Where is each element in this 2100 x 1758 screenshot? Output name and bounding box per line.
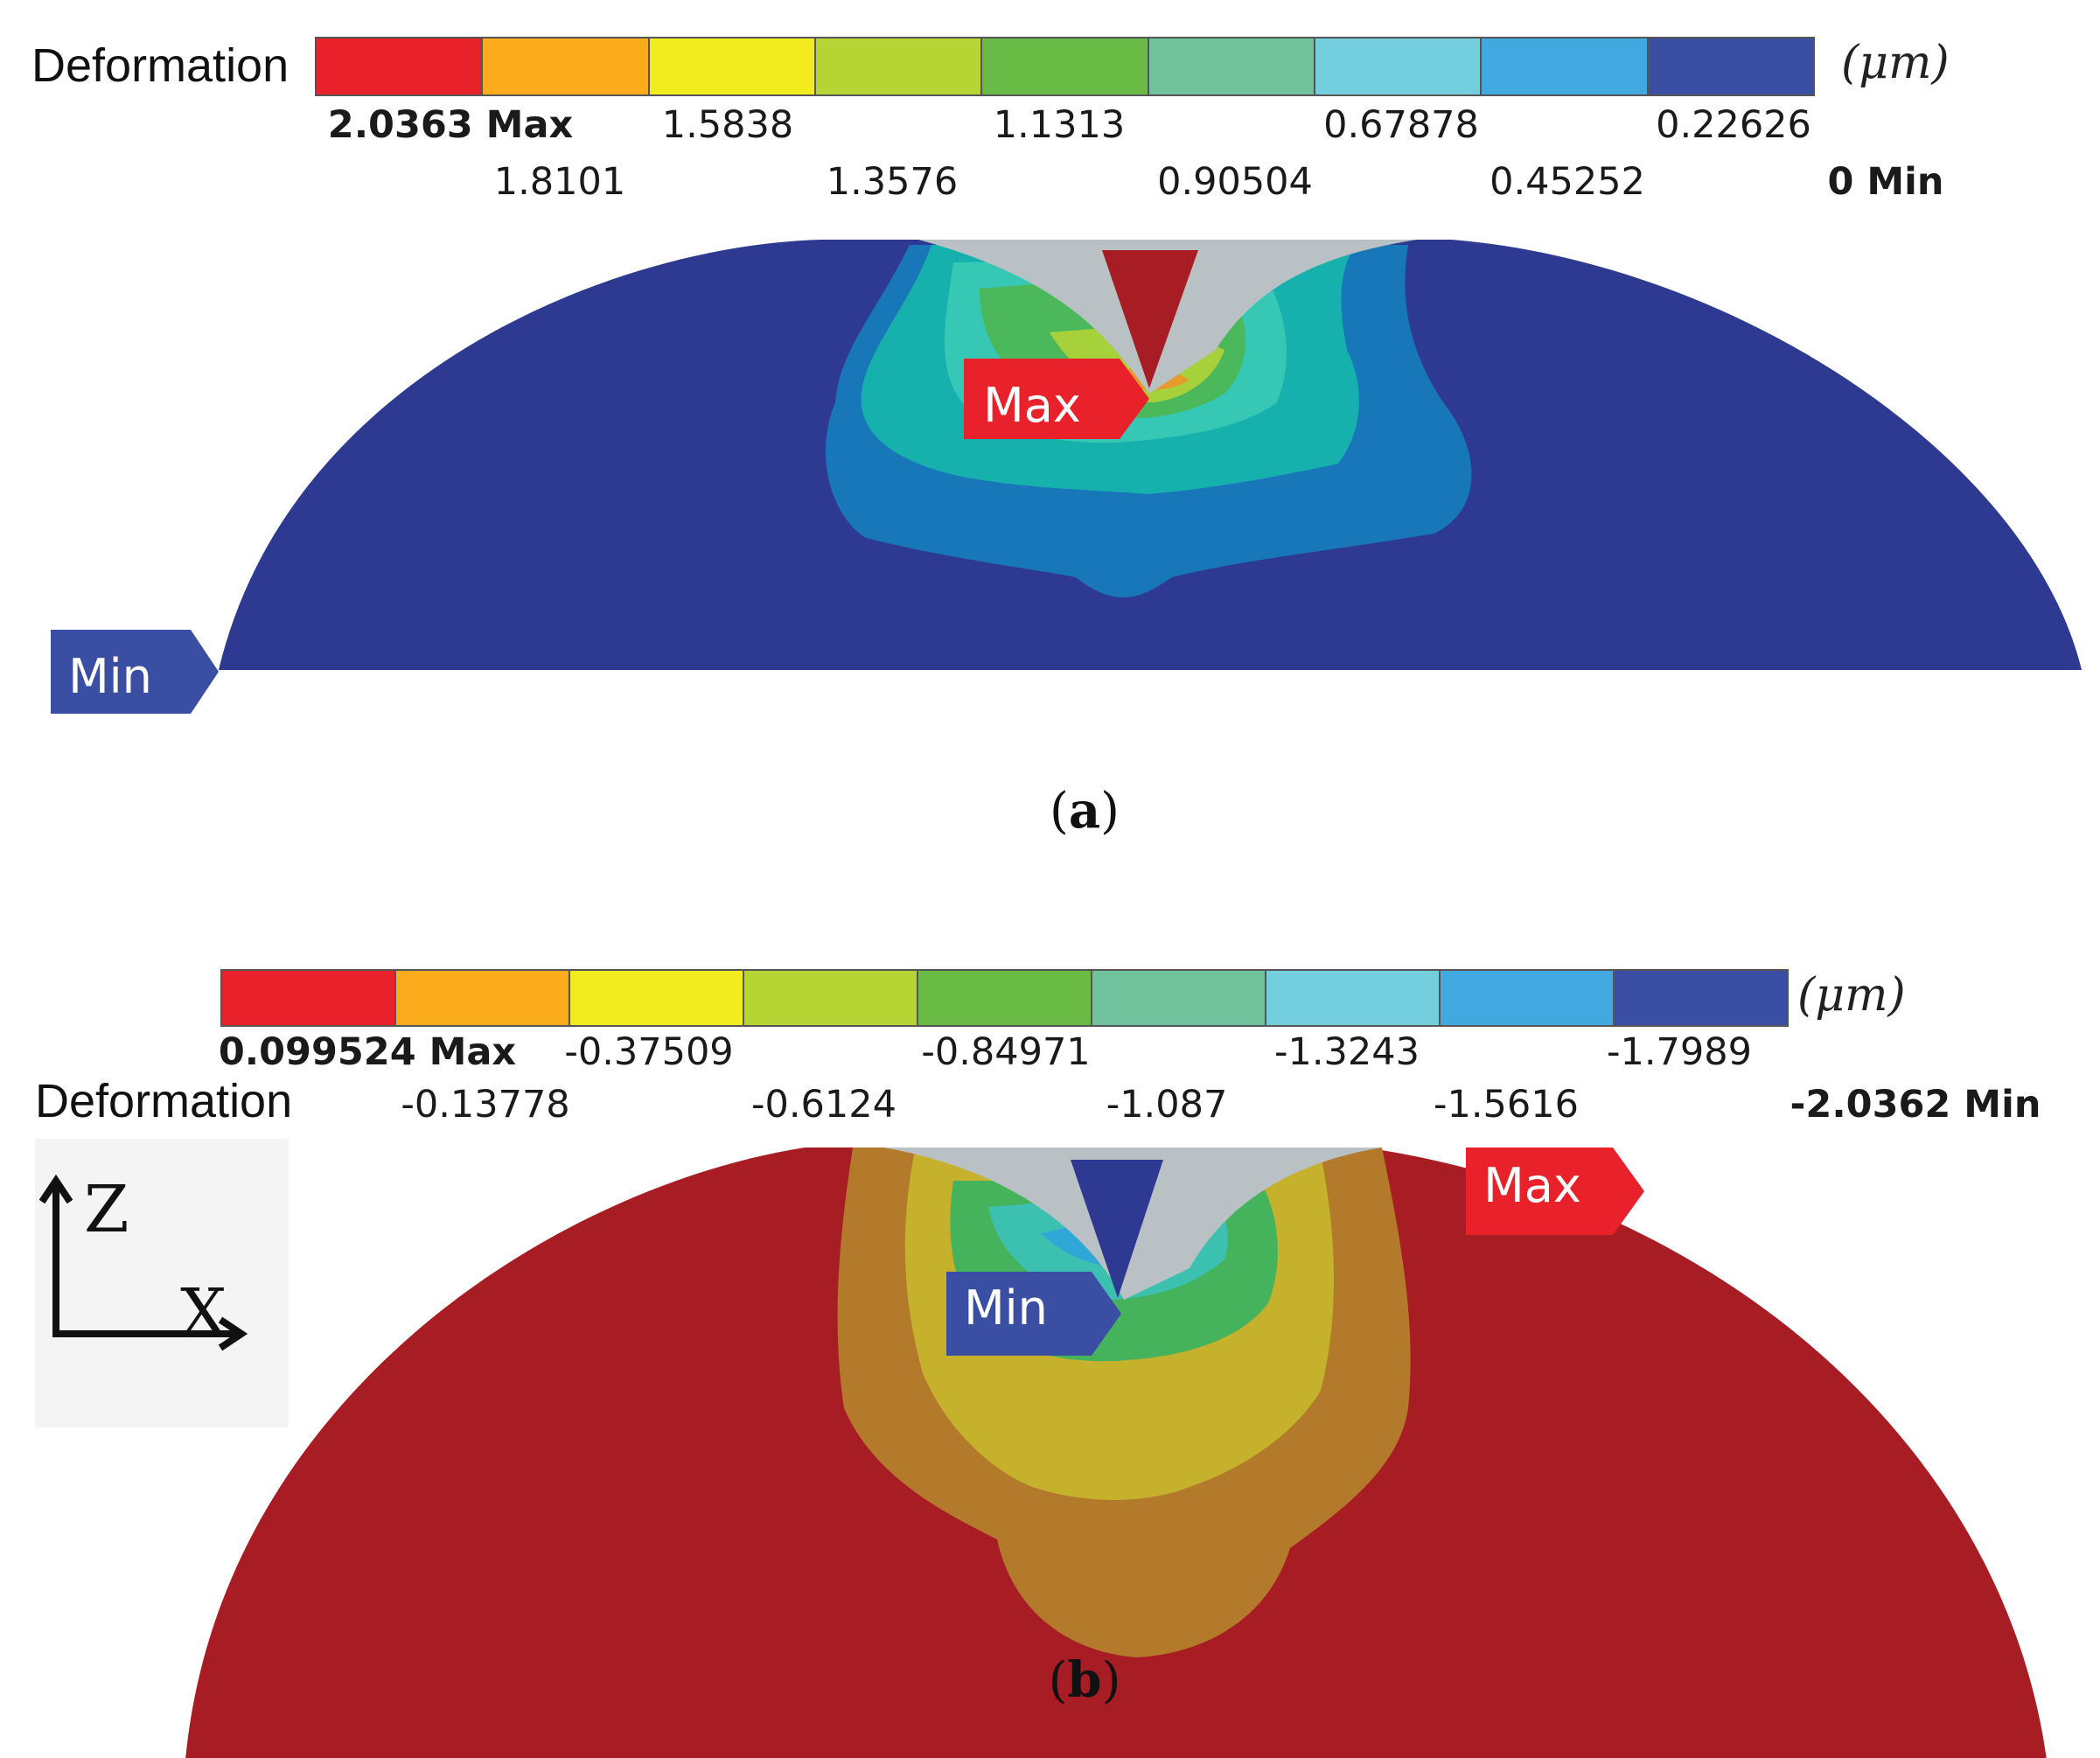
scale-swatch <box>570 971 744 1025</box>
min-tag-label: Min <box>68 649 152 704</box>
tick-label: 1.5838 <box>661 103 794 147</box>
panel-b: (μm) 0.099524 Max -0.37509 -0.84971 -1.3… <box>0 918 2100 1758</box>
tick-label: -1.5616 <box>1434 1083 1579 1127</box>
scale-swatch <box>1648 38 1813 94</box>
tag-min <box>51 630 219 714</box>
tick-label: -1.3243 <box>1274 1030 1420 1074</box>
scale-swatch <box>1148 38 1315 94</box>
unit-label: (μm) <box>1797 969 1906 1022</box>
panel-caption-b: (b) <box>1048 1651 1121 1709</box>
panel-a: Deformation (μm) 2.0363 Max 1.5838 1.131… <box>0 0 2100 875</box>
tick-label: 1.8101 <box>493 160 626 204</box>
color-scale-bar <box>315 37 1815 96</box>
scale-swatch <box>918 971 1092 1025</box>
legend-title: Deformation <box>35 1075 293 1127</box>
scale-swatch <box>815 38 983 94</box>
tick-label: 0.67878 <box>1323 103 1479 147</box>
scale-swatch <box>1482 38 1649 94</box>
tick-label: -0.84971 <box>921 1030 1091 1074</box>
tag-max <box>964 359 1149 439</box>
scale-swatch <box>1441 971 1615 1025</box>
tag-min <box>946 1272 1121 1356</box>
max-tag-label: Max <box>983 378 1081 433</box>
tick-label: 0.22626 <box>1656 103 1811 147</box>
indenter-tip <box>1102 250 1198 388</box>
x-axis-arrow <box>52 1316 248 1351</box>
tick-label: 1.3576 <box>826 160 959 204</box>
tick-label: -0.6124 <box>751 1083 897 1127</box>
tick-label: 0.099524 Max <box>218 1030 517 1074</box>
scale-swatch <box>1266 971 1441 1025</box>
tick-label: -0.37509 <box>564 1030 734 1074</box>
axis-backdrop <box>35 1139 289 1427</box>
tick-label: -1.7989 <box>1607 1030 1752 1074</box>
tick-label: 0.45252 <box>1490 160 1645 204</box>
scale-swatch <box>649 38 816 94</box>
scale-swatch <box>1315 38 1483 94</box>
scale-swatch <box>396 971 570 1025</box>
scale-swatch <box>744 971 918 1025</box>
tick-label: -0.13778 <box>401 1083 570 1127</box>
tick-label: 0 Min <box>1827 160 1944 204</box>
scale-swatch <box>1615 971 1787 1025</box>
scale-swatch <box>317 38 484 94</box>
deformation-field-a <box>51 240 2082 714</box>
indenter-tip <box>1071 1160 1163 1298</box>
x-axis-label: X <box>180 1275 227 1350</box>
scale-swatch <box>1092 971 1266 1025</box>
min-tag-label: Min <box>964 1280 1048 1336</box>
unit-label: (μm) <box>1841 37 1950 89</box>
z-axis-arrow <box>38 1174 73 1334</box>
scale-swatch <box>222 971 396 1025</box>
tick-label: -1.087 <box>1106 1083 1228 1127</box>
z-axis-label: Z <box>84 1172 129 1247</box>
legend-title: Deformation <box>31 39 290 92</box>
deformation-field-b <box>35 1139 2047 1758</box>
tick-label: 1.1313 <box>993 103 1126 147</box>
max-tag-label: Max <box>1483 1158 1581 1213</box>
tick-label: 0.90504 <box>1157 160 1313 204</box>
tick-label: -2.0362 Min <box>1790 1083 2041 1127</box>
color-scale-bar <box>220 969 1789 1027</box>
tag-max <box>1466 1148 1644 1235</box>
scale-swatch <box>483 38 650 94</box>
tick-label: 2.0363 Max <box>327 103 574 147</box>
scale-swatch <box>982 38 1149 94</box>
panel-caption-a: (a) <box>1049 782 1120 840</box>
